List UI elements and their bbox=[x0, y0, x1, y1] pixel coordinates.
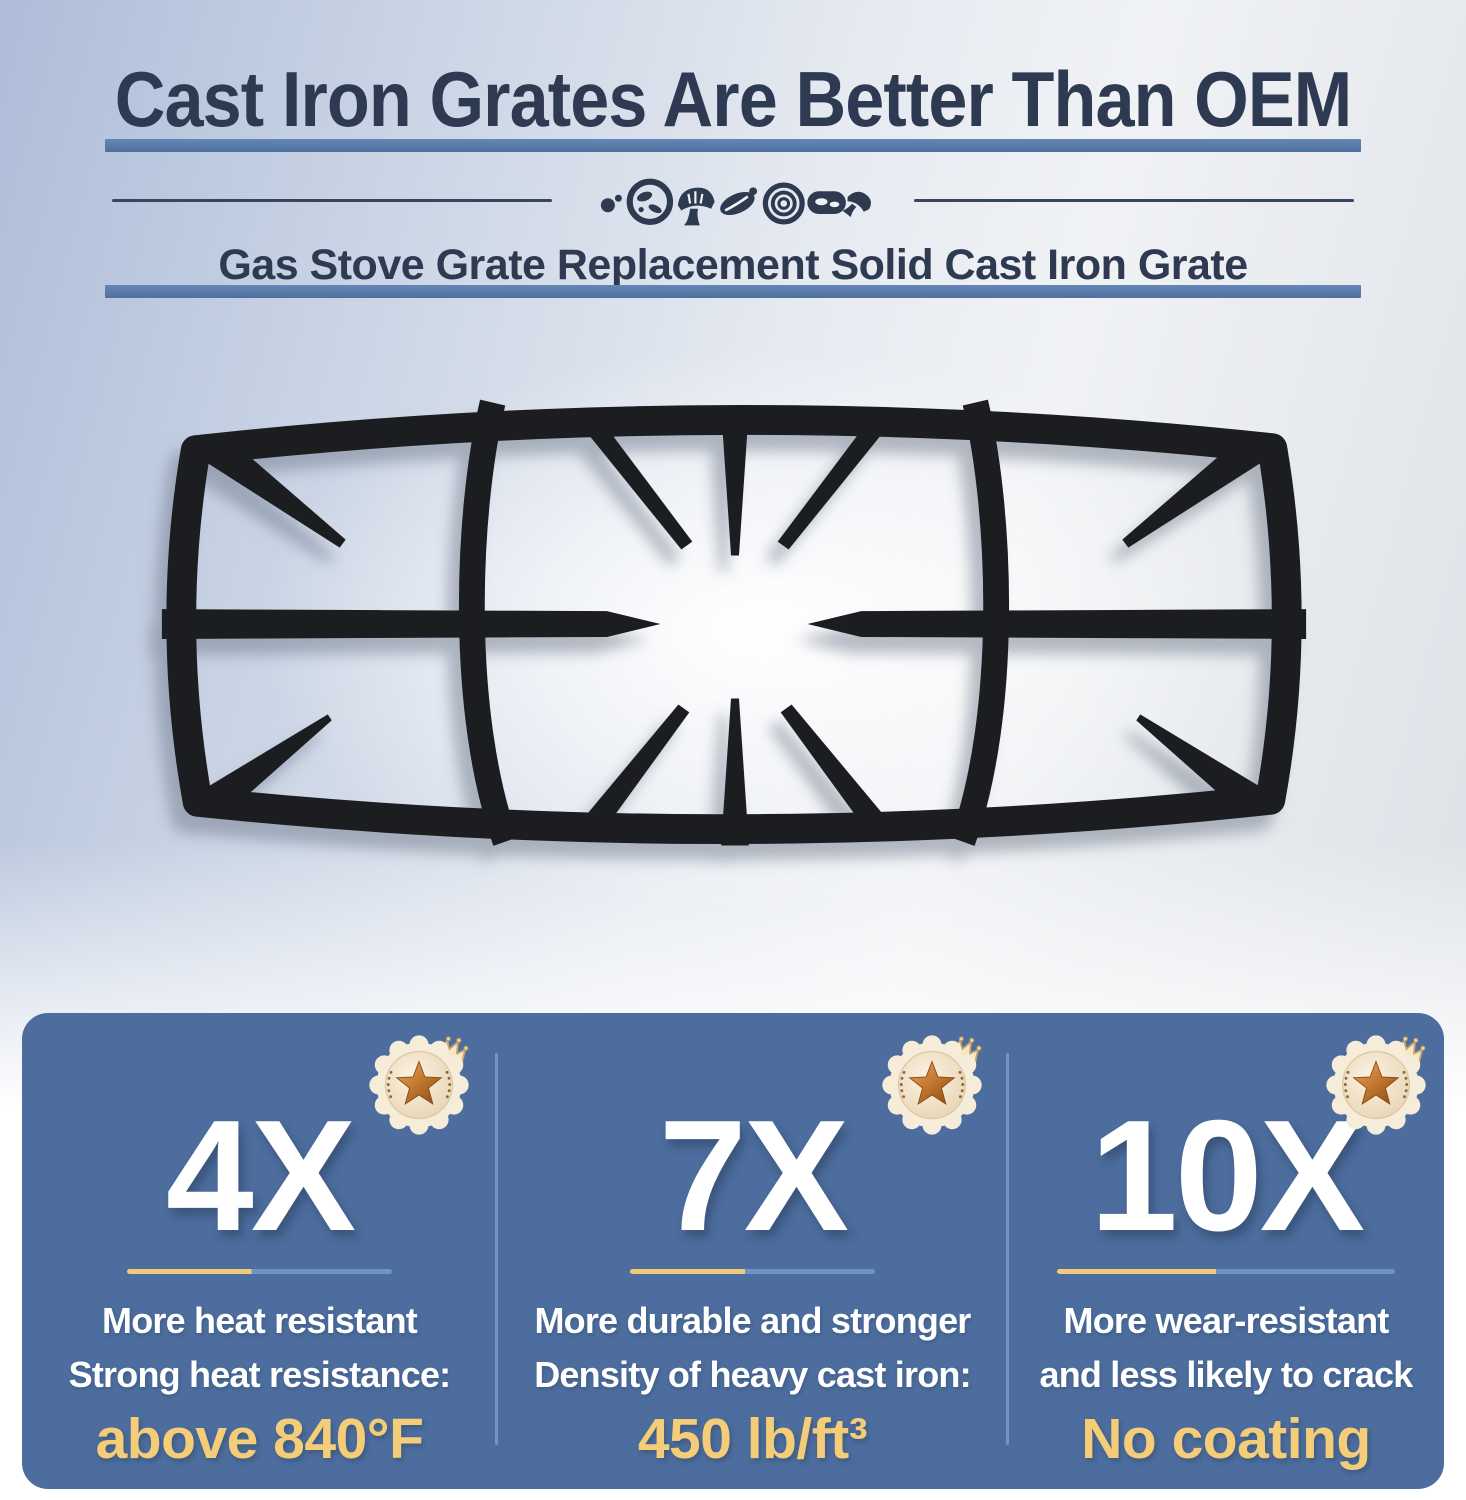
vegetables-doodle-icon bbox=[600, 178, 871, 226]
award-medal-icon bbox=[1326, 1035, 1426, 1135]
divider-line-right bbox=[914, 198, 1354, 202]
title-underline-bar bbox=[105, 139, 1361, 152]
award-medal-icon bbox=[882, 1035, 982, 1135]
grate-corner-prong-top-left bbox=[207, 437, 346, 548]
feature-value: No coating bbox=[1081, 1406, 1371, 1471]
multiplier-text: 10X bbox=[1089, 1088, 1365, 1264]
product-photo bbox=[148, 396, 1320, 864]
page-subtitle: Gas Stove Grate Replacement Solid Cast I… bbox=[218, 241, 1248, 289]
feature-line-2: and less likely to crack bbox=[1039, 1354, 1413, 1396]
page-title-text: Cast Iron Grates Are Better Than OEM bbox=[114, 55, 1353, 143]
feature-column-durability: 7X More durable and stronger Density of … bbox=[497, 1013, 1008, 1489]
grate-prong-bottom-right bbox=[780, 704, 901, 840]
grate-corner-prong-bottom-right bbox=[1136, 714, 1261, 813]
divider-line-left bbox=[112, 198, 552, 202]
column-divider bbox=[1006, 1053, 1009, 1445]
grate-prong-bottom-left bbox=[569, 704, 690, 840]
feature-value: above 840°F bbox=[95, 1406, 424, 1471]
grate-prong-top-right bbox=[777, 410, 901, 550]
grate-corner-prong-bottom-left bbox=[207, 714, 332, 813]
grate-rail-right bbox=[807, 609, 1307, 639]
grate-crossbar-left bbox=[458, 399, 518, 846]
grate-frame bbox=[166, 405, 1302, 845]
grate-prong-bottom bbox=[721, 698, 749, 846]
grate-corner-prong-top-right bbox=[1122, 437, 1261, 548]
accent-rule bbox=[1057, 1269, 1395, 1274]
feature-line-2: Strong heat resistance: bbox=[68, 1354, 452, 1396]
column-divider bbox=[495, 1053, 498, 1445]
feature-panel: 4X More heat resistant Strong heat resis… bbox=[22, 1013, 1444, 1489]
feature-line-1: More heat resistant bbox=[102, 1300, 418, 1341]
multiplier-text: 4X bbox=[165, 1088, 356, 1264]
accent-rule bbox=[127, 1269, 392, 1274]
multiplier-text: 7X bbox=[658, 1088, 849, 1264]
feature-value: 450 lb/ft³ bbox=[637, 1406, 868, 1471]
feature-line-1: More durable and stronger bbox=[534, 1300, 971, 1341]
grate-prong-top bbox=[721, 408, 749, 556]
accent-rule bbox=[630, 1269, 875, 1274]
grate-rail-left bbox=[161, 609, 661, 639]
grate-crossbar-right bbox=[950, 399, 1010, 846]
award-medal-icon bbox=[369, 1035, 469, 1135]
page-title: Cast Iron Grates Are Better Than OEM bbox=[0, 60, 1466, 138]
feature-line-2: Density of heavy cast iron: bbox=[534, 1354, 971, 1396]
ornament-divider bbox=[0, 168, 1466, 232]
feature-line-1: More wear-resistant bbox=[1063, 1300, 1390, 1341]
subtitle-underline-bar bbox=[105, 285, 1361, 298]
feature-column-heat: 4X More heat resistant Strong heat resis… bbox=[22, 1013, 497, 1489]
grate-prong-top-left bbox=[569, 410, 693, 550]
cast-iron-grate-image bbox=[161, 399, 1307, 846]
feature-column-wear: 10X More wear-resistant and less likely … bbox=[1008, 1013, 1444, 1489]
